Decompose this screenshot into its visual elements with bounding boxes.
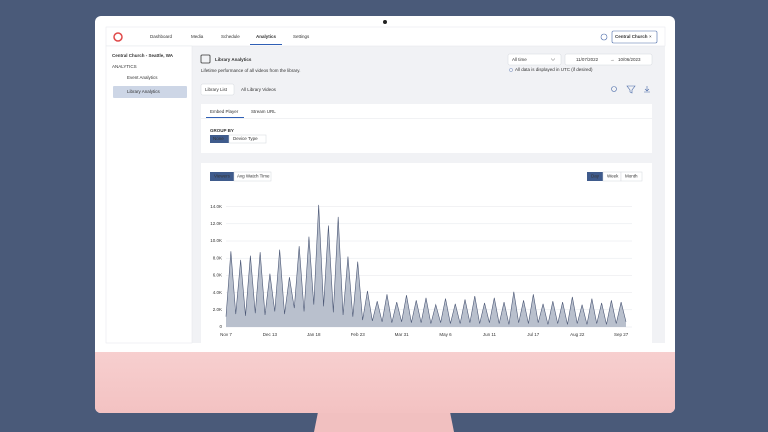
y-tick-label: 8.0K bbox=[213, 255, 222, 260]
org-name: Central Church - Seattle, WA bbox=[112, 53, 174, 58]
x-tick-label: Jul 17 bbox=[527, 332, 540, 337]
interval: Week bbox=[607, 174, 619, 179]
nav-link[interactable]: Dashboard bbox=[150, 34, 173, 39]
sidebar-link[interactable]: Event Analytics bbox=[127, 75, 158, 80]
date-arrow: → bbox=[610, 57, 615, 62]
area bbox=[226, 204, 626, 327]
share-icon[interactable] bbox=[611, 86, 617, 92]
page-title: Library Analytics bbox=[215, 57, 252, 62]
y-tick-label: 10.0K bbox=[210, 238, 222, 243]
x-tick-label: Aug 22 bbox=[570, 332, 585, 337]
camera bbox=[383, 20, 387, 24]
date-picker[interactable] bbox=[564, 53, 653, 66]
group-label: GROUP BY bbox=[210, 128, 234, 133]
nav-link[interactable]: Schedule bbox=[221, 34, 240, 39]
y-tick-label: 0 bbox=[219, 324, 222, 329]
date-to: 10/06/2023 bbox=[618, 57, 641, 62]
utc-note: All data is displayed in UTC (if desired… bbox=[515, 67, 593, 72]
library-icon bbox=[200, 54, 211, 64]
account-name: Central Church bbox=[615, 34, 648, 39]
filter-button[interactable] bbox=[200, 83, 235, 96]
help-icon[interactable] bbox=[600, 33, 608, 41]
x-tick-label: Sep 27 bbox=[614, 332, 629, 337]
y-tick-label: 14.0K bbox=[210, 204, 222, 209]
x-tick-label: Dec 13 bbox=[263, 332, 278, 337]
account-button[interactable] bbox=[611, 30, 658, 44]
nav-underline bbox=[250, 44, 282, 45]
interval: Day bbox=[591, 174, 600, 179]
download-icon[interactable] bbox=[644, 86, 650, 93]
range-label: All time bbox=[512, 57, 527, 62]
x-tick-label: Nov 7 bbox=[220, 332, 232, 337]
group-option: None bbox=[213, 136, 224, 141]
info-icon bbox=[509, 68, 513, 72]
line bbox=[225, 204, 627, 325]
nav-link[interactable]: Media bbox=[191, 34, 204, 39]
filter-icon[interactable] bbox=[626, 85, 636, 94]
metric: Viewers bbox=[214, 174, 231, 179]
dropdown-arrow bbox=[550, 58, 556, 61]
interval-active[interactable] bbox=[587, 172, 603, 181]
y-tick-label: 4.0K bbox=[213, 290, 222, 295]
x-tick-label: Jan 18 bbox=[307, 332, 321, 337]
sidebar-active bbox=[113, 86, 187, 98]
group-option-active[interactable] bbox=[210, 135, 229, 143]
y-tick-label: 12.0K bbox=[210, 221, 222, 226]
date-from: 11/07/2022 bbox=[576, 57, 599, 62]
interval: Month bbox=[625, 174, 638, 179]
page-subtitle: Lifetime performance of all videos from … bbox=[201, 68, 300, 73]
divider bbox=[201, 118, 652, 119]
tab-underline bbox=[206, 117, 244, 118]
y-tick-label: 2.0K bbox=[213, 307, 222, 312]
y-tick-label: 6.0K bbox=[213, 273, 222, 278]
tab-active[interactable]: Embed Player bbox=[210, 109, 239, 114]
filter-label: Library List bbox=[205, 87, 228, 92]
metric-button[interactable] bbox=[233, 171, 272, 182]
settings-card bbox=[201, 104, 652, 153]
x-tick-label: May 6 bbox=[439, 332, 452, 337]
nav-bar bbox=[105, 26, 666, 47]
interval-button[interactable] bbox=[620, 171, 643, 182]
x-tick-label: Feb 23 bbox=[351, 332, 366, 337]
nav-link-active[interactable]: Analytics bbox=[256, 34, 277, 39]
tab[interactable]: Stream URL bbox=[251, 109, 276, 114]
nav-link[interactable]: Settings bbox=[293, 34, 310, 39]
logo[interactable] bbox=[113, 32, 123, 42]
x-tick-label: Mar 31 bbox=[395, 332, 410, 337]
metric-active[interactable] bbox=[210, 172, 234, 181]
group-option: Device Type bbox=[233, 136, 258, 141]
sidebar-link[interactable]: Library Analytics bbox=[127, 89, 161, 94]
group-option-button[interactable] bbox=[228, 134, 267, 144]
x-tick-label: Jun 11 bbox=[483, 332, 497, 337]
range-select[interactable] bbox=[507, 53, 562, 66]
monitor-chin bbox=[95, 352, 675, 413]
close-icon[interactable]: × bbox=[649, 34, 652, 39]
metric: Avg Watch Time bbox=[237, 174, 270, 179]
stand bbox=[314, 412, 454, 432]
section-label: ANALYTICS bbox=[112, 64, 137, 69]
filter-label[interactable]: All Library Videos bbox=[241, 87, 277, 92]
